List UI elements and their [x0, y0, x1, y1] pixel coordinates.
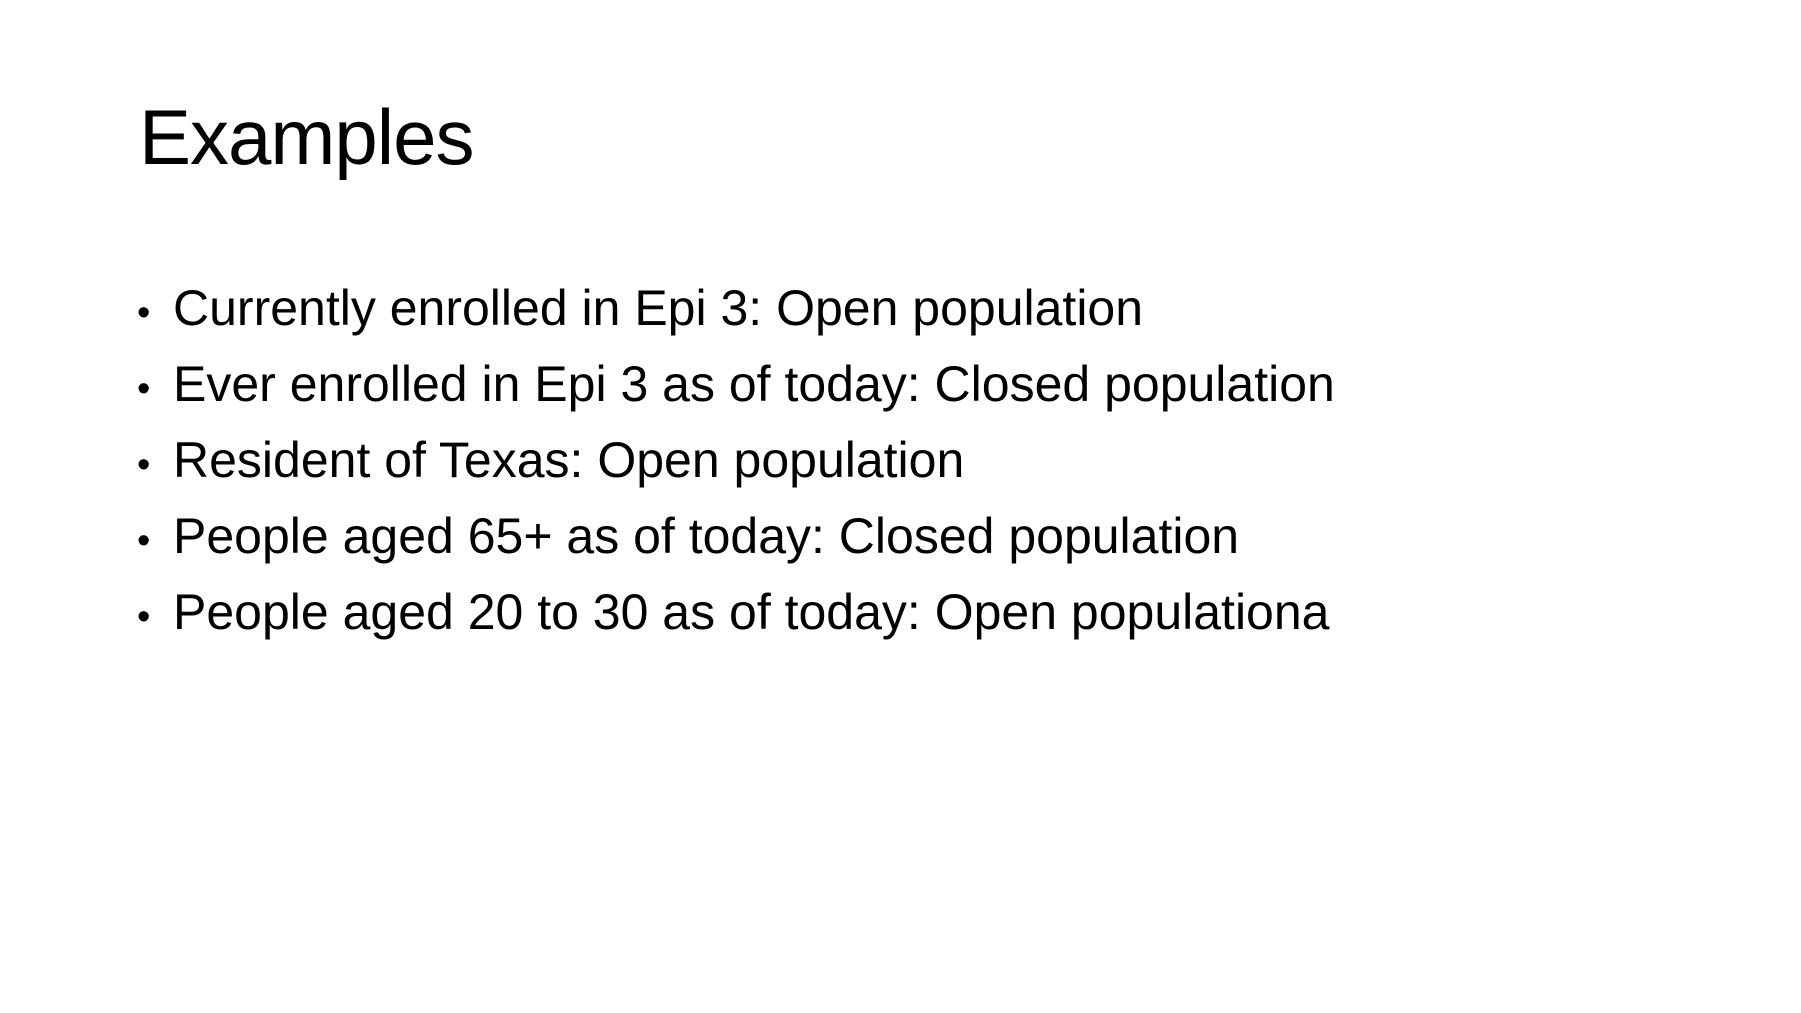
- bullet-text: Ever enrolled in Epi 3 as of today: Clos…: [173, 356, 1335, 412]
- bullet-item: • People aged 65+ as of today: Closed po…: [137, 498, 1335, 574]
- bullet-text: People aged 20 to 30 as of today: Open p…: [173, 584, 1330, 640]
- bullet-item: • Resident of Texas: Open population: [137, 422, 1335, 498]
- bullet-text: People aged 65+ as of today: Closed popu…: [173, 508, 1240, 564]
- bullet-text: Currently enrolled in Epi 3: Open popula…: [173, 280, 1144, 336]
- slide-title: Examples: [139, 93, 474, 181]
- bullet-dot-icon: •: [137, 292, 151, 334]
- bullet-item: • Currently enrolled in Epi 3: Open popu…: [137, 270, 1335, 346]
- bullet-item: • Ever enrolled in Epi 3 as of today: Cl…: [137, 346, 1335, 422]
- bullet-text: Resident of Texas: Open population: [173, 432, 965, 488]
- bullet-dot-icon: •: [137, 444, 151, 486]
- bullet-list: • Currently enrolled in Epi 3: Open popu…: [137, 270, 1335, 650]
- bullet-item: • People aged 20 to 30 as of today: Open…: [137, 574, 1335, 650]
- bullet-dot-icon: •: [137, 596, 151, 638]
- bullet-dot-icon: •: [137, 368, 151, 410]
- bullet-dot-icon: •: [137, 520, 151, 562]
